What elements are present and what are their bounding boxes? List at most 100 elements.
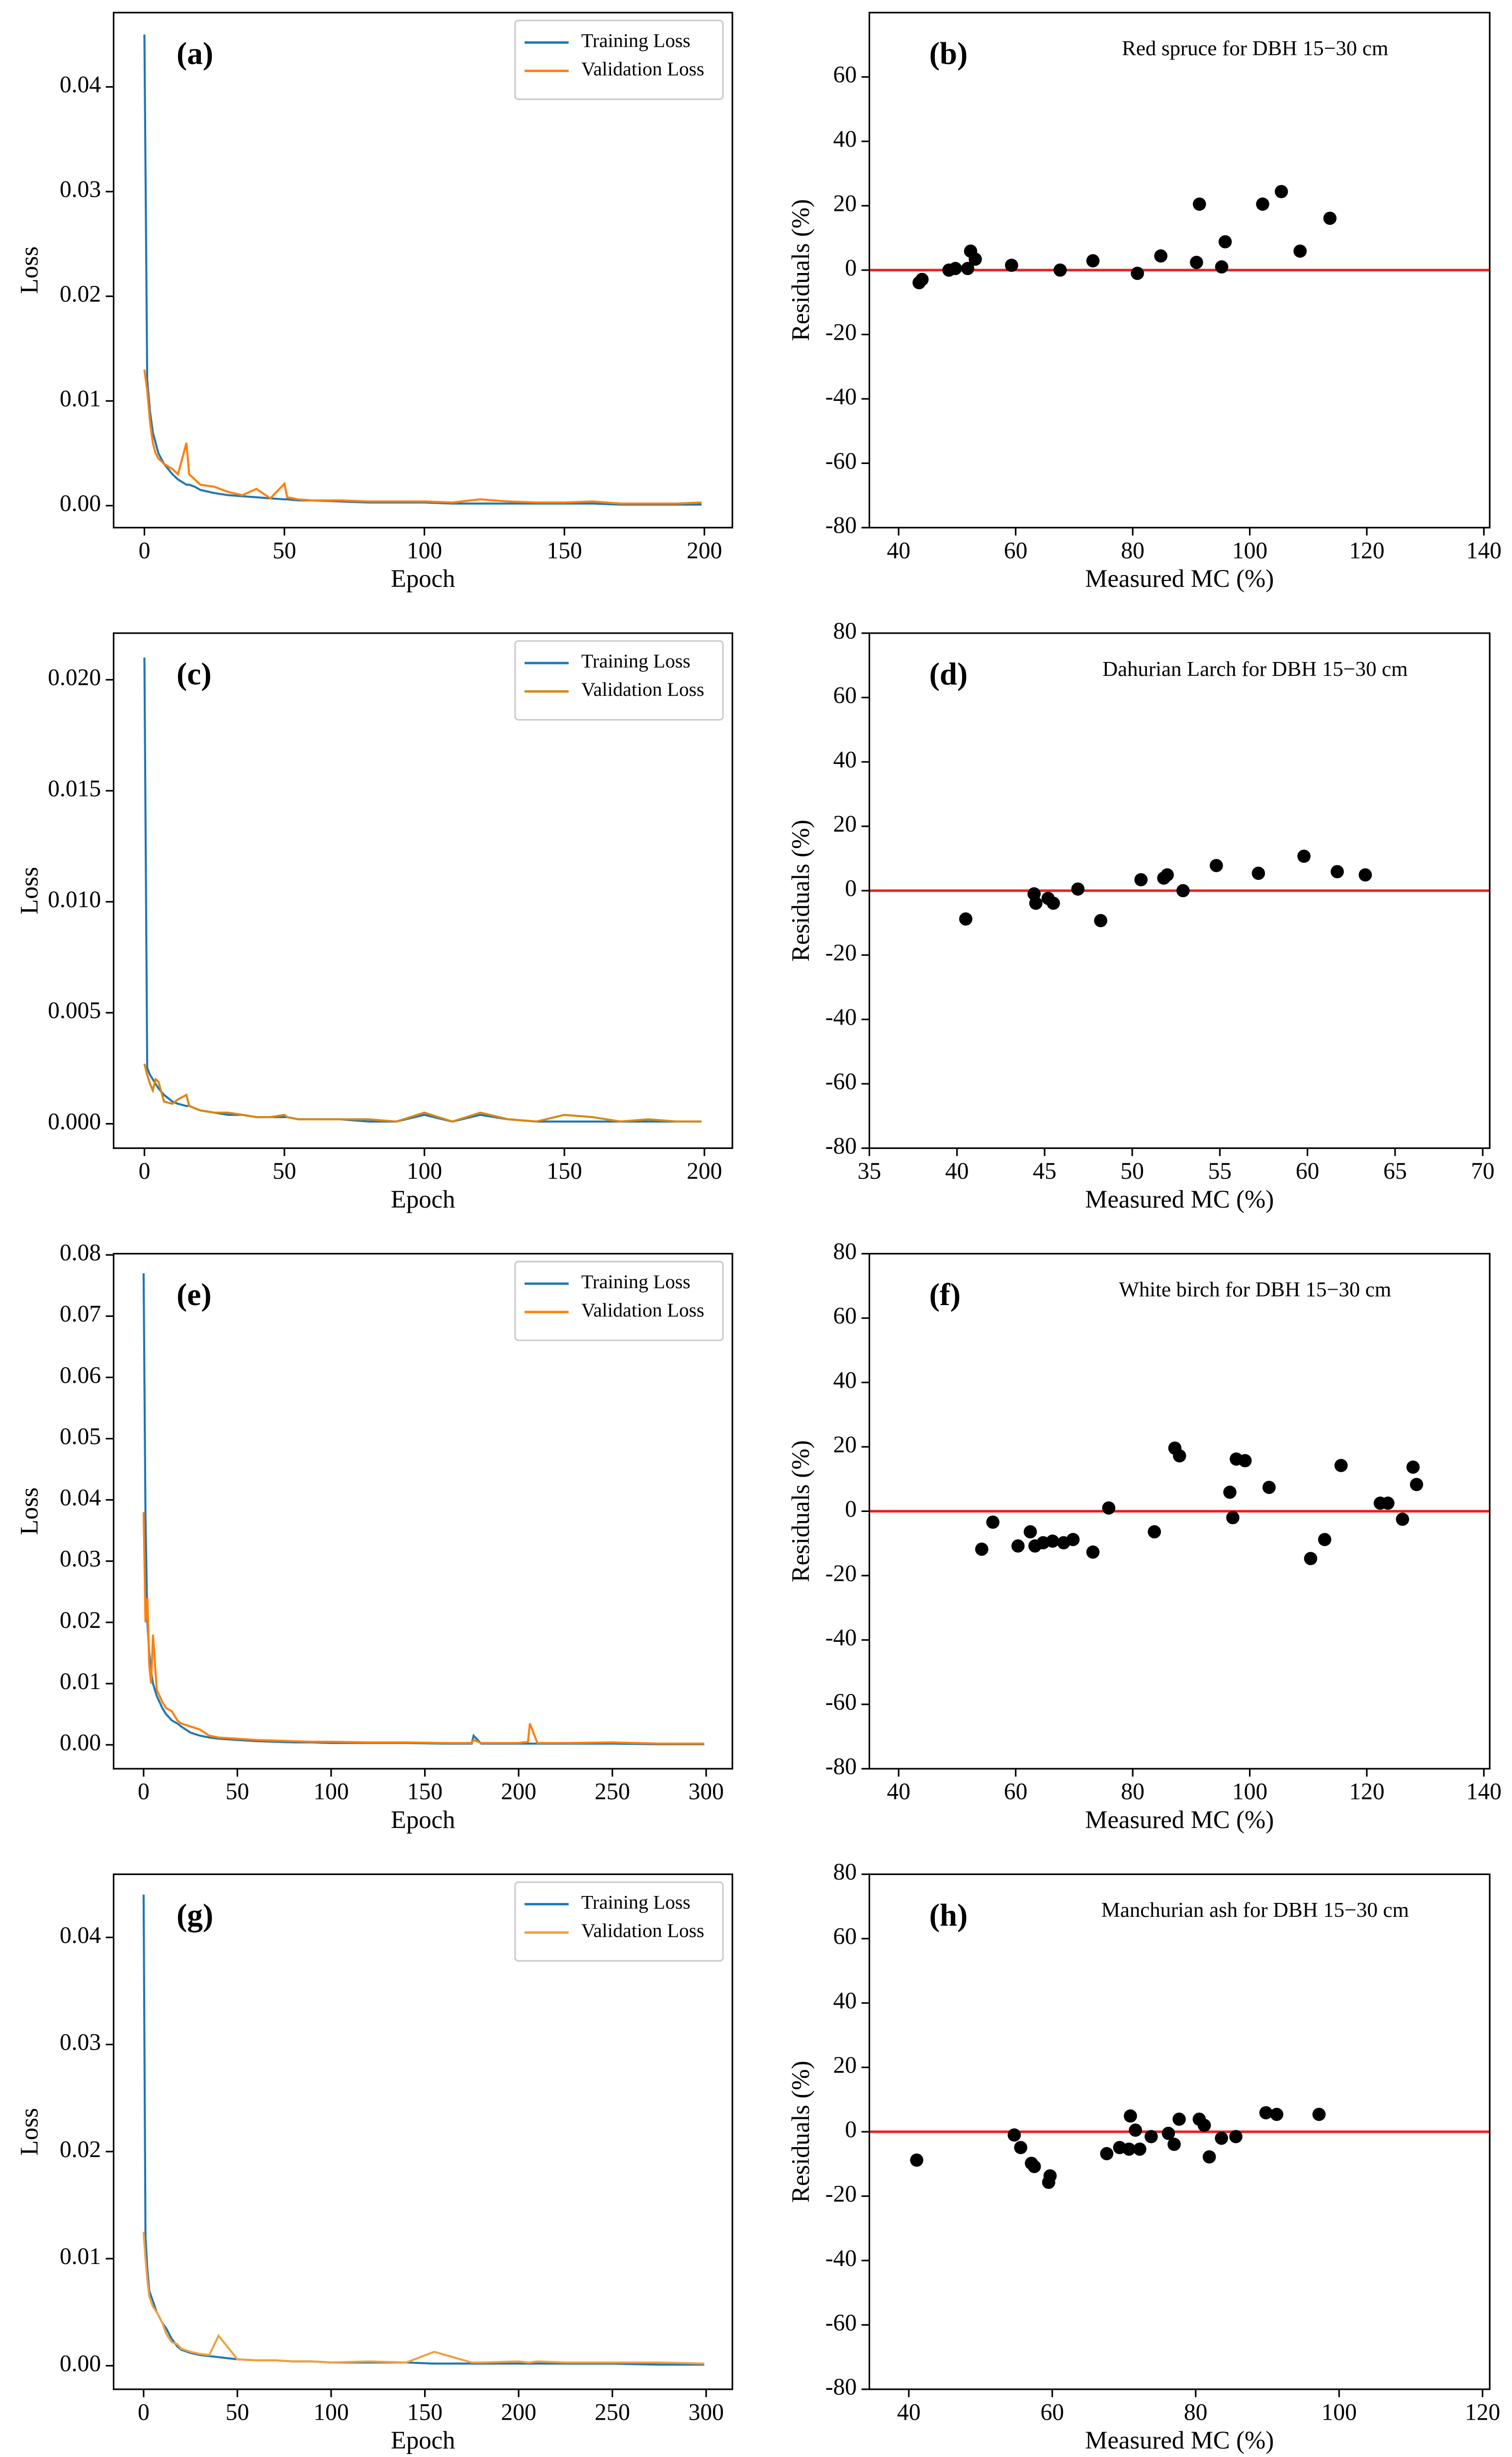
residual-point [1053,263,1067,277]
x-tick-label: 200 [501,1779,536,1805]
legend-label: Validation Loss [581,1299,704,1321]
y-axis-label: Residuals (%) [787,820,814,962]
residual-point [1304,1552,1318,1565]
x-tick-label: 45 [1033,1158,1057,1184]
panel-label: (c) [177,657,211,691]
y-axis-label: Residuals (%) [787,2061,814,2203]
x-tick-label: 60 [1004,1779,1028,1805]
panel-title: Red spruce for DBH 15−30 cm [1122,37,1388,60]
y-tick-label: 0.04 [60,1922,101,1948]
x-tick-label: 120 [1349,538,1384,564]
panel-label: (h) [929,1898,968,1933]
y-tick-label: 0 [845,1496,857,1522]
y-tick-label: -60 [825,448,857,474]
x-tick-label: 200 [687,538,722,564]
x-tick-label: 50 [272,1158,296,1184]
y-tick-label: 40 [833,126,857,152]
y-axis-label: Loss [15,2108,43,2156]
residual-point [969,252,982,266]
y-tick-label: 20 [833,1432,857,1458]
legend-label: Validation Loss [581,58,704,80]
x-axis-label: Measured MC (%) [1085,2426,1274,2454]
residual-point [1029,896,1043,910]
residual-point [1133,2142,1147,2156]
residual-point [1124,2109,1137,2123]
residual-point [1042,2175,1056,2189]
x-tick-label: 40 [887,538,911,564]
residual-point [1210,858,1223,872]
y-axis-label: Loss [15,246,43,294]
residual-point [1251,866,1265,880]
y-tick-label: -20 [825,2181,857,2207]
axes-frame [112,11,733,529]
y-tick-label: 40 [833,1988,857,2014]
x-tick-label: 100 [313,1779,349,1805]
x-tick-label: 50 [1120,1158,1144,1184]
y-tick-label: 0 [845,2117,857,2143]
y-tick-label: 60 [833,62,857,88]
y-axis-label: Loss [15,1488,43,1535]
y-tick-label: 0.02 [60,2137,101,2163]
loss-line [143,34,702,506]
residual-point [1396,1512,1410,1526]
y-tick-label: 40 [833,747,857,773]
y-tick-label: 80 [833,618,857,644]
x-tick-label: 0 [139,1158,151,1184]
x-tick-label: 40 [897,2399,921,2425]
residual-point [1145,2130,1158,2144]
residual-point [1229,2130,1243,2144]
y-tick-label: 0.015 [48,776,101,802]
x-tick-label: 50 [272,538,296,564]
residual-point [1102,1501,1116,1515]
x-tick-label: 50 [226,2399,250,2425]
residual-point [1071,882,1085,896]
x-tick-label: 40 [945,1158,969,1184]
axes-frame [112,632,733,1149]
axes-frame [868,1253,1491,1770]
y-tick-label: 0.08 [60,1240,101,1266]
x-tick-label: 80 [1121,538,1145,564]
y-tick-label: 0.04 [60,72,101,98]
y-axis-label: Residuals (%) [787,199,814,341]
y-tick-label: 0.01 [60,1669,101,1695]
panel: 0 50 100 150 200 250 300 0.00 0.01 0.02 0.03 0.04 Ep… [15,1873,733,2454]
legend-label: Training Loss [581,1891,691,1913]
y-tick-label: 0 [845,876,857,902]
residual-point [1027,2160,1041,2174]
residual-point [1334,1459,1348,1472]
residual-point [1312,2107,1326,2121]
x-tick-label: 100 [1232,1779,1267,1805]
residual-point [1256,197,1269,211]
panel: 0 50 100 150 200 250 300 0.00 0.01 0.02 0.03 0.04 0.… [15,1240,733,1833]
loss-line [143,658,702,1123]
residual-point [1094,914,1108,928]
x-tick-label: 60 [1004,538,1028,564]
y-tick-label: 20 [833,2053,857,2079]
y-tick-label: 60 [833,682,857,708]
axes-frame [112,1873,733,2390]
y-tick-label: 0.00 [60,1730,101,1756]
y-tick-label: 0.03 [60,2030,101,2056]
x-tick-label: 120 [1349,1779,1384,1805]
axes-frame [112,1253,733,1770]
x-tick-label: 70 [1471,1158,1495,1184]
residual-point [1215,2131,1229,2145]
y-tick-label: 0.000 [48,1109,101,1134]
y-tick-label: 0.04 [60,1485,101,1511]
x-tick-label: 140 [1466,1779,1502,1805]
residual-point [1297,850,1311,863]
loss-line [143,369,702,505]
residual-point [1215,260,1229,274]
axes-frame [868,1873,1491,2390]
residual-point [1358,868,1372,882]
residual-point [1066,1533,1080,1546]
residual-point [1172,2112,1186,2126]
y-tick-label: 0.05 [60,1423,101,1449]
panel-title: Dahurian Larch for DBH 15−30 cm [1102,658,1408,681]
y-tick-label: 0.02 [60,1607,101,1633]
residual-point [1226,1511,1240,1524]
residual-point [1122,2142,1136,2156]
x-tick-label: 80 [1184,2399,1208,2425]
x-tick-label: 250 [595,1779,630,1805]
residual-point [1014,2141,1028,2155]
